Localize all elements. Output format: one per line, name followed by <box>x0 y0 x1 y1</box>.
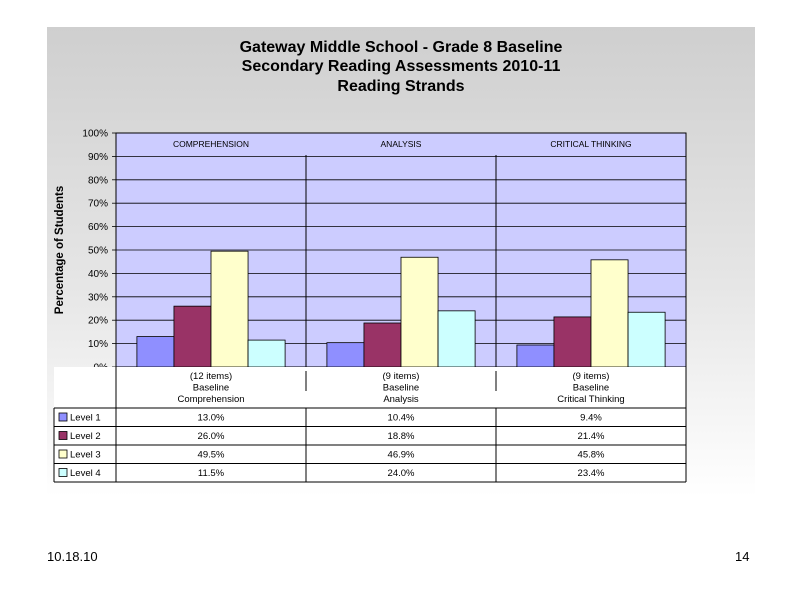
data-value-label: 26.0% <box>198 431 225 442</box>
bar-level-2 <box>363 322 402 368</box>
bar-level-3 <box>590 259 629 368</box>
legend-swatch <box>58 431 68 440</box>
bar-level-3 <box>210 250 249 368</box>
data-value-label: 23.4% <box>578 468 605 479</box>
data-value-label: 18.8% <box>388 431 415 442</box>
y-tick-label: 30% <box>88 292 108 303</box>
bar-level-1 <box>136 336 175 368</box>
bar-level-3 <box>400 256 439 368</box>
data-value-label: 46.9% <box>388 450 415 461</box>
y-tick-label: 50% <box>88 246 108 257</box>
y-tick-label: 40% <box>88 269 108 280</box>
page-number: 14 <box>735 549 750 564</box>
strand-label: ANALYSIS <box>381 139 422 149</box>
legend-label: Level 1 <box>70 413 101 424</box>
category-label: Analysis <box>383 394 419 405</box>
y-tick-label: 100% <box>82 129 108 140</box>
legend-swatch <box>58 468 68 477</box>
chart-title-line-2: Secondary Reading Assessments 2010-11 <box>241 58 561 75</box>
y-tick-label: 20% <box>88 316 108 327</box>
bar-level-2 <box>553 316 592 368</box>
data-value-label: 9.4% <box>580 413 602 424</box>
chart-title-line-1: Gateway Middle School - Grade 8 Baseline <box>239 39 563 56</box>
data-table <box>54 367 686 482</box>
data-value-label: 13.0% <box>198 413 225 424</box>
legend-swatch <box>58 412 68 422</box>
legend-label: Level 3 <box>70 450 101 461</box>
strand-label: CRITICAL THINKING <box>550 139 631 149</box>
bar-level-1 <box>516 344 555 368</box>
y-tick-label: 70% <box>88 199 108 210</box>
data-value-label: 10.4% <box>388 413 415 424</box>
bar-level-4 <box>437 310 476 368</box>
category-label: Baseline <box>573 383 609 394</box>
data-value-label: 24.0% <box>388 468 415 479</box>
category-label: Comprehension <box>177 394 244 405</box>
footer-date: 10.18.10 <box>47 549 98 564</box>
bar-level-2 <box>173 305 212 368</box>
category-label: Baseline <box>383 383 419 394</box>
data-value-label: 21.4% <box>578 431 605 442</box>
data-value-label: 11.5% <box>198 468 225 479</box>
category-label: (9 items) <box>573 371 610 382</box>
category-label: Critical Thinking <box>557 394 624 405</box>
bar-level-1 <box>326 342 365 368</box>
strand-label: COMPREHENSION <box>173 139 249 149</box>
data-value-label: 49.5% <box>198 450 225 461</box>
bar-level-4 <box>247 339 286 368</box>
y-tick-label: 60% <box>88 222 108 233</box>
legend-label: Level 4 <box>70 468 101 479</box>
bar-level-4 <box>627 311 666 368</box>
chart-title-line-3: Reading Strands <box>337 78 465 95</box>
legend-label: Level 2 <box>70 431 101 442</box>
category-label: (12 items) <box>190 371 232 382</box>
category-label: Baseline <box>193 383 229 394</box>
data-value-label: 45.8% <box>578 450 605 461</box>
legend-swatch <box>58 449 68 459</box>
y-tick-label: 10% <box>88 339 108 350</box>
y-tick-label: 90% <box>88 152 108 163</box>
y-axis-label: Percentage of Students <box>54 186 66 314</box>
category-label: (9 items) <box>383 371 420 382</box>
y-tick-label: 80% <box>88 175 108 186</box>
